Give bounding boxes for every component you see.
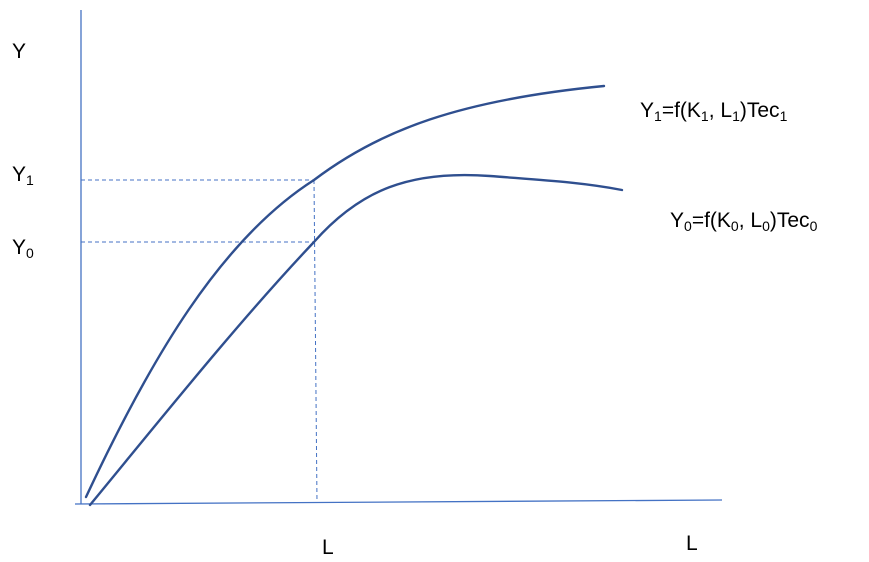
x-axis-line [74, 499, 723, 505]
upper-curve-equation: Y1=f(K1, L1)Tec1 [640, 99, 788, 124]
lower-production-curve [88, 173, 624, 507]
l-guide-line [313, 179, 318, 504]
upper-production-curve [84, 84, 606, 499]
lower-curve-equation: Y0=f(K0, L0)Tec0 [670, 209, 818, 234]
x-axis-label: L [686, 532, 698, 555]
l-tick-label: L [322, 536, 334, 559]
y-axis-label: Y [12, 40, 26, 63]
y1-tick-label: Y1 [12, 163, 34, 188]
y0-tick-label: Y0 [12, 236, 34, 261]
